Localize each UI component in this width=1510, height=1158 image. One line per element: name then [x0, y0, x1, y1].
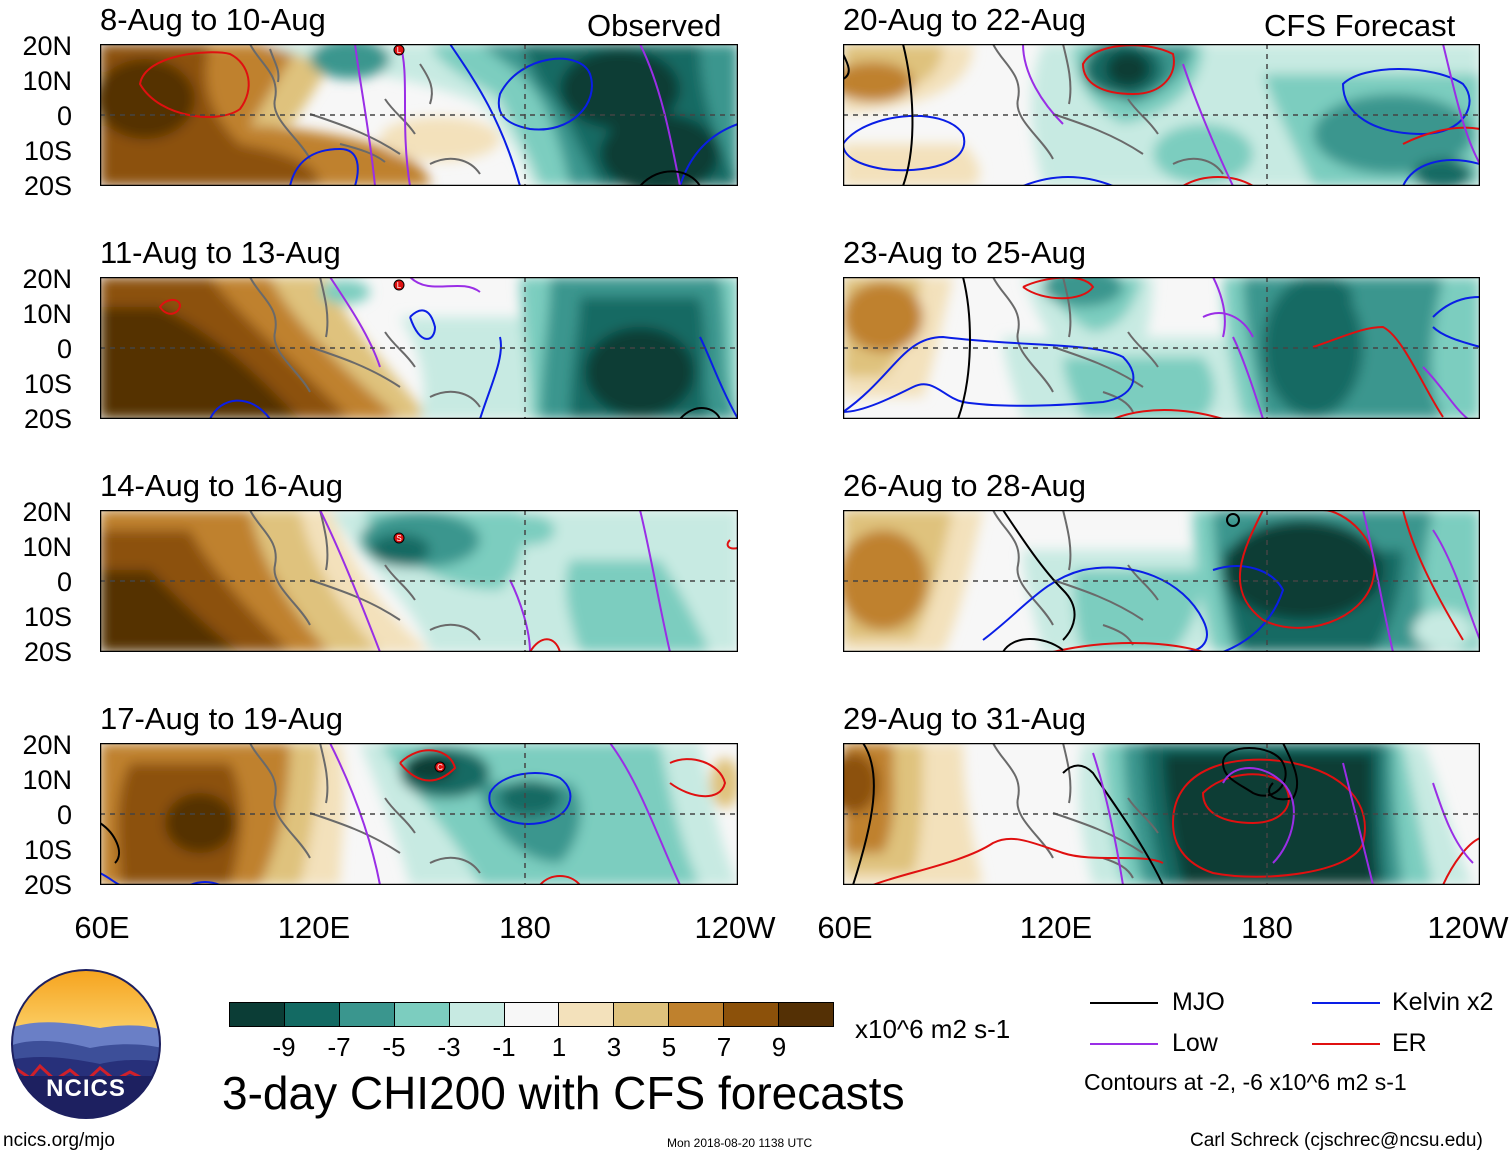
- storm-marker-s: S: [393, 532, 405, 544]
- lat-label: 10N: [22, 765, 72, 795]
- lon-label-left-60e: 60E: [74, 910, 130, 945]
- colorbar-swatch: [559, 1003, 615, 1026]
- legend-line-kelvin: [1312, 1002, 1380, 1004]
- lat-label: 20S: [23, 637, 72, 667]
- storm-marker-letter: L: [397, 281, 402, 290]
- colorbar-swatch: [669, 1003, 725, 1026]
- colorbar-swatch: [230, 1003, 285, 1026]
- panel-title-8: 29-Aug to 31-Aug: [843, 701, 1087, 736]
- lat-label: 20N: [22, 31, 72, 61]
- legend-label-low: Low: [1172, 1029, 1218, 1057]
- colorbar-tick: -7: [327, 1032, 351, 1062]
- colorbar-tick: 7: [716, 1032, 732, 1062]
- colorbar: [229, 1002, 834, 1027]
- colorbar-swatch: [284, 1003, 340, 1026]
- colorbar-tick: 3: [606, 1032, 622, 1062]
- legend-line-er: [1312, 1043, 1380, 1045]
- map-panel-1: L: [100, 44, 738, 186]
- colorbar-swatch: [504, 1003, 560, 1026]
- storm-marker-letter: S: [396, 534, 401, 543]
- lat-label: 10N: [22, 66, 72, 96]
- colorbar-tick: -1: [492, 1032, 516, 1062]
- lon-label-left-180: 180: [499, 910, 551, 945]
- storm-marker-letter: L: [397, 46, 402, 55]
- legend-line-low: [1090, 1043, 1158, 1045]
- storm-marker-l-1: L: [393, 44, 405, 56]
- lat-label: 20N: [22, 264, 72, 294]
- lat-label: 0: [56, 101, 72, 131]
- map-panel-7: [843, 510, 1480, 652]
- figure-title: 3-day CHI200 with CFS forecasts: [222, 1067, 905, 1119]
- legend-label-er: ER: [1392, 1029, 1427, 1057]
- lat-label: 10N: [22, 532, 72, 562]
- lat-label: 10S: [23, 369, 72, 399]
- lat-label: 0: [56, 800, 72, 830]
- colorbar-tick: 9: [771, 1032, 787, 1062]
- lat-label: 20S: [23, 870, 72, 900]
- colorbar-tick: -3: [437, 1032, 461, 1062]
- colorbar-swatch: [339, 1003, 395, 1026]
- panel-title-5: 20-Aug to 22-Aug: [843, 2, 1087, 37]
- lon-label-right-60e: 60E: [817, 910, 873, 945]
- colorbar-tick: -9: [272, 1032, 296, 1062]
- lon-label-left-120e: 120E: [277, 910, 351, 945]
- ncics-logo: NCICS: [11, 969, 161, 1119]
- legend-line-mjo: [1090, 1002, 1158, 1004]
- forecast-label: CFS Forecast: [1264, 8, 1456, 43]
- lat-label: 20N: [22, 497, 72, 527]
- lon-label-right-180: 180: [1241, 910, 1293, 945]
- lon-label-right-120e: 120E: [1019, 910, 1093, 945]
- panel-title-4: 17-Aug to 19-Aug: [100, 701, 344, 736]
- footer-timestamp: Mon 2018-08-20 1138 UTC: [667, 1136, 813, 1150]
- panel-title-6: 23-Aug to 25-Aug: [843, 235, 1087, 270]
- colorbar-swatch: [394, 1003, 450, 1026]
- logo-text: NCICS: [46, 1075, 126, 1102]
- colorbar-swatch: [779, 1003, 833, 1026]
- panel-title-7: 26-Aug to 28-Aug: [843, 468, 1087, 503]
- footer-credit: Carl Schreck (cjschrec@ncsu.edu): [1190, 1130, 1483, 1151]
- lat-label: 10N: [22, 299, 72, 329]
- lat-label: 10S: [23, 602, 72, 632]
- lat-label: 10S: [23, 835, 72, 865]
- lat-label: 20S: [23, 404, 72, 434]
- map-panel-6: [843, 277, 1480, 419]
- panel-title-2: 11-Aug to 13-Aug: [100, 235, 341, 270]
- colorbar-swatch: [724, 1003, 780, 1026]
- legend-label-mjo: MJO: [1172, 988, 1225, 1016]
- panel-title-1: 8-Aug to 10-Aug: [100, 2, 326, 37]
- map-panel-3: S: [100, 510, 738, 652]
- lat-label: 20N: [22, 730, 72, 760]
- colorbar-tick: 1: [551, 1032, 567, 1062]
- colorbar-tick: -5: [382, 1032, 406, 1062]
- colorbar-units: x10^6 m2 s-1: [855, 1014, 1011, 1044]
- colorbar-swatch: [449, 1003, 505, 1026]
- map-panel-5: [843, 44, 1480, 186]
- footer-url: ncics.org/mjo: [3, 1130, 115, 1151]
- lat-label: 0: [56, 567, 72, 597]
- lat-label: 10S: [23, 136, 72, 166]
- map-panel-8: [843, 743, 1480, 885]
- storm-marker-l-2: L: [393, 279, 405, 291]
- legend-label-kelvin: Kelvin x2: [1392, 988, 1494, 1016]
- panel-title-3: 14-Aug to 16-Aug: [100, 468, 344, 503]
- storm-marker-c: C: [434, 761, 446, 773]
- colorbar-swatch: [614, 1003, 670, 1026]
- observed-label: Observed: [587, 8, 722, 43]
- map-panel-4: C: [100, 743, 738, 885]
- lat-label: 20S: [23, 171, 72, 201]
- legend-note: Contours at -2, -6 x10^6 m2 s-1: [1084, 1069, 1407, 1095]
- lat-label: 0: [56, 334, 72, 364]
- map-panel-2: L: [100, 277, 738, 419]
- lon-label-right-120w: 120W: [1427, 910, 1509, 945]
- storm-marker-letter: C: [437, 763, 443, 772]
- lon-label-left-120w: 120W: [694, 910, 776, 945]
- colorbar-tick: 5: [661, 1032, 677, 1062]
